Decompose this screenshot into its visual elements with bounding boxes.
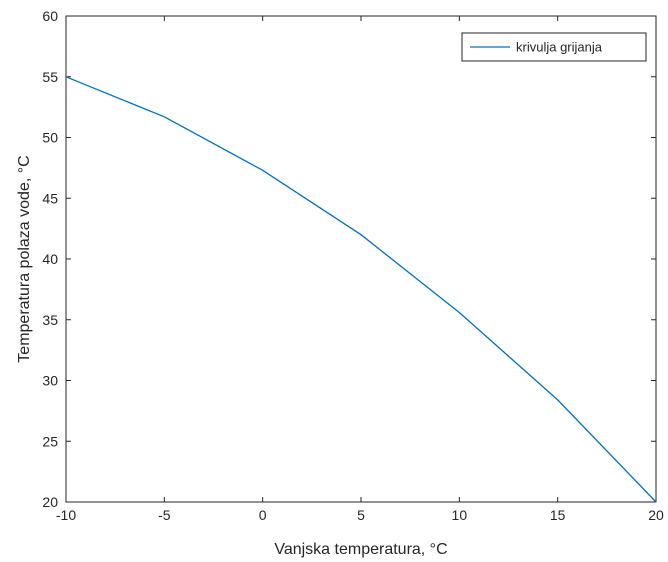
y-tick-label: 20 [42, 494, 58, 510]
y-tick-label: 40 [42, 251, 58, 267]
x-tick-label: 5 [357, 507, 365, 523]
x-axis-label: Vanjska temperatura, °C [274, 541, 447, 558]
y-tick-label: 50 [42, 130, 58, 146]
y-tick-label: 60 [42, 8, 58, 24]
x-tick-label: -10 [56, 507, 76, 523]
legend: krivulja grijanja [462, 33, 646, 61]
axes-box [66, 16, 656, 502]
plot-area: -10 -5 0 5 10 15 20 20 25 30 35 40 45 50 55 60 Vanjska t… [16, 8, 664, 558]
x-tick-label: -5 [158, 507, 171, 523]
x-tick-label: 20 [648, 507, 664, 523]
y-axis-label: Temperatura polaza vode, °C [16, 155, 33, 362]
y-tick-label: 30 [42, 373, 58, 389]
legend-label: krivulja grijanja [516, 40, 603, 55]
y-tick-label: 55 [42, 69, 58, 85]
x-tick-label: 10 [452, 507, 468, 523]
y-tick-label: 25 [42, 433, 58, 449]
y-tick-label: 35 [42, 312, 58, 328]
y-tick-label: 45 [42, 190, 58, 206]
x-tick-label: 15 [550, 507, 566, 523]
x-tick-label: 0 [259, 507, 267, 523]
